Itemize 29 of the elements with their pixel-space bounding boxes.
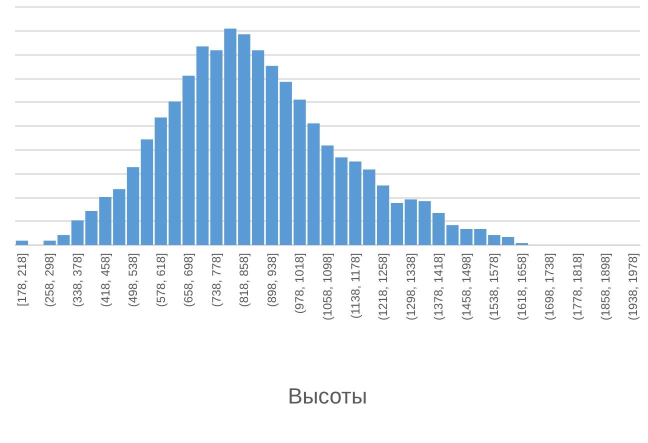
bar: [446, 225, 459, 245]
x-tick-label: (1698, 1738]: [542, 253, 557, 320]
x-tick-label: (1458, 1498]: [459, 253, 474, 320]
bar: [321, 145, 334, 245]
x-tick-label: (1218, 1258]: [376, 253, 390, 320]
x-tick-label: (738, 778]: [209, 253, 224, 308]
bar: [16, 240, 28, 245]
x-axis-title: Высоты: [288, 384, 368, 408]
x-tick-label: (578, 618]: [154, 253, 168, 308]
x-tick-label: (1858, 1898]: [598, 253, 612, 320]
x-tick-label: (258, 298]: [42, 253, 57, 308]
x-tick-label: (1618, 1658]: [514, 253, 529, 320]
x-tick-label: (658, 698]: [182, 253, 196, 308]
x-tick-label: (1778, 1818]: [570, 253, 584, 320]
x-tick-label: (1058, 1098]: [320, 253, 334, 320]
x-tick-label: (1378, 1418]: [432, 253, 446, 320]
x-tick-label: (818, 858]: [237, 253, 252, 308]
x-tick-label: (1298, 1338]: [404, 253, 418, 320]
x-tick-label: (1938, 1978]: [626, 253, 640, 320]
x-tick-label: (338, 378]: [70, 253, 84, 308]
x-tick-label: (1538, 1578]: [487, 253, 502, 320]
bar: [71, 220, 84, 245]
x-tick-label: (978, 1018]: [292, 253, 307, 314]
x-tick-label: (498, 538]: [126, 253, 140, 308]
bar: [196, 46, 209, 245]
x-tick-label: (1138, 1178]: [348, 253, 362, 319]
x-tick-label: [178, 218]: [14, 253, 29, 306]
x-tick-label: (418, 458]: [98, 253, 112, 308]
x-tick-label: (898, 938]: [264, 253, 279, 308]
